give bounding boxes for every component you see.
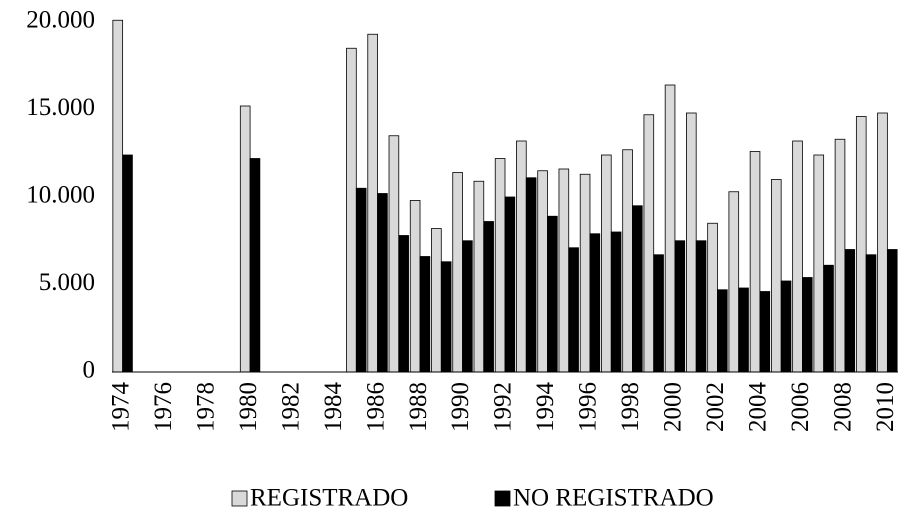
bar [377,193,388,373]
bar [759,291,771,373]
x-tick-label: 1984 [320,382,347,433]
x-tick-label: 1998 [617,382,644,432]
bar [792,140,803,373]
y-tick-label: 0 [83,357,96,384]
bar [525,177,537,373]
bar [419,256,431,373]
bar [664,84,676,373]
x-tick-label: 2010 [872,382,899,432]
bar [643,114,655,373]
bar [770,179,782,373]
bar [738,287,749,373]
bar [398,235,409,373]
bar [547,215,558,373]
bar [112,19,124,373]
x-tick-label: 2004 [745,382,772,433]
bar [865,254,877,373]
bar [504,196,516,373]
x-tick-label: 1976 [150,382,177,432]
x-tick-label: 2002 [702,382,729,432]
bar [558,168,570,373]
bar [388,135,400,373]
y-tick-label: 15.000 [26,94,95,121]
bar [707,222,718,373]
bar [568,247,579,373]
bar [695,240,707,373]
bar [622,149,633,373]
bar [717,289,728,373]
x-tick-label: 2000 [660,382,687,432]
bar [452,172,463,373]
bar [537,170,548,373]
x-tick-label: 2008 [830,382,857,432]
x-tick-label: 1974 [107,382,134,433]
bar [483,221,494,373]
bar [589,233,601,373]
bar [834,138,846,373]
y-tick-label: 20.000 [26,7,95,34]
bar [728,191,740,373]
bar [855,116,867,373]
bar [346,47,357,373]
x-tick-label: 1982 [277,382,304,432]
legend-label: NO REGISTRADO [513,485,714,512]
bar [823,264,834,373]
bar [122,154,133,373]
bar [632,205,643,373]
x-tick-label: 1996 [575,382,602,432]
bar [610,231,622,373]
bar [780,280,792,373]
legend-label: REGISTRADO [250,485,408,512]
bar [686,112,697,373]
x-tick-label: 1992 [490,382,517,432]
bar [601,154,612,373]
bar [367,33,378,373]
bar [802,277,813,373]
bar [844,249,856,373]
bar [579,173,591,373]
bar [239,105,251,373]
x-tick-label: 1988 [405,382,432,432]
x-tick-label: 1994 [532,382,559,433]
bar [749,151,761,373]
bar [409,200,421,373]
bar [674,240,686,373]
y-tick-label: 5.000 [39,269,95,296]
x-tick-label: 1986 [362,382,389,432]
bar [431,228,442,373]
bar [462,240,473,373]
bar [653,254,664,373]
bar [877,112,888,373]
x-tick-label: 1980 [235,382,262,432]
bar [355,187,367,373]
bar [249,158,261,373]
bar [516,140,527,373]
bar [440,261,452,373]
bar [886,249,898,373]
bar [473,180,485,373]
x-tick-label: 1978 [192,382,219,432]
legend-swatch [231,490,248,507]
legend-swatch [494,490,511,507]
bar [494,158,506,373]
x-tick-label: 2006 [787,382,814,432]
x-tick-label: 1990 [447,382,474,432]
bar [813,154,825,373]
y-tick-label: 10.000 [26,182,95,209]
